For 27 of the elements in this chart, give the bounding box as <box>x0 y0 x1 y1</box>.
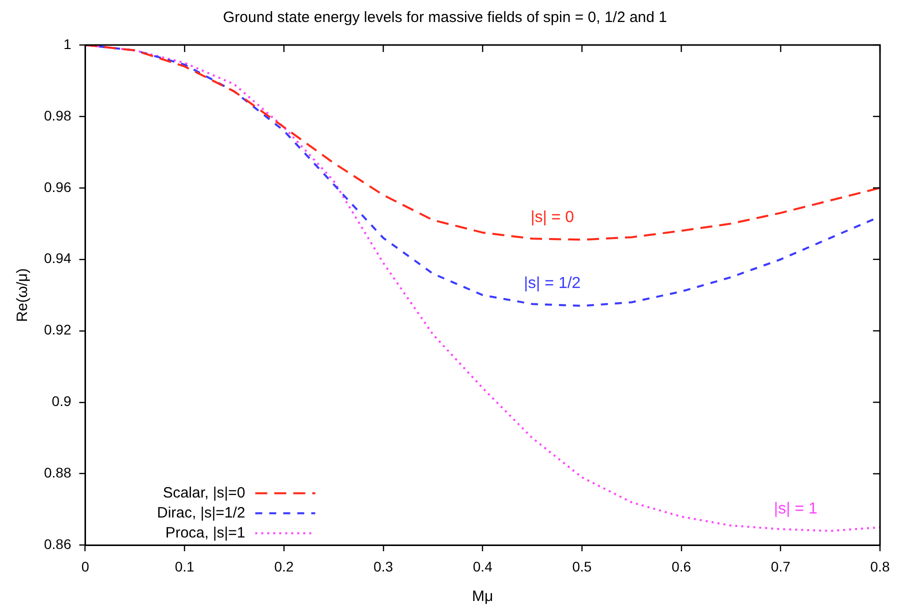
y-axis-title: Re(ω/μ) <box>14 268 32 322</box>
y-tick-label: 0.88 <box>44 464 72 481</box>
y-tick-label: 0.96 <box>44 178 72 195</box>
x-tick-label: 0 <box>81 558 90 574</box>
legend-label: Scalar, |s|=0 <box>162 484 246 502</box>
x-tick-label: 0.5 <box>572 558 592 574</box>
x-tick-label: 0.2 <box>274 558 294 574</box>
line-series <box>85 45 880 241</box>
x-tick-label: 0.1 <box>174 558 195 574</box>
y-tick-label: 0.98 <box>44 107 72 124</box>
x-tick-label: 0.6 <box>672 558 692 574</box>
y-tick-label: 1 <box>63 36 72 52</box>
x-tick-label: 0.7 <box>770 558 791 574</box>
y-tick-label: 0.94 <box>44 250 72 266</box>
legend-label: Dirac, |s|=1/2 <box>157 504 246 522</box>
annotation: |s| = 0 <box>530 209 574 226</box>
chart-title: Ground state energy levels for massive fields of spin = 0, 1/2 and 1 <box>223 9 667 26</box>
y-tick-label: 0.9 <box>52 393 72 410</box>
x-tick-label: 0.4 <box>472 558 493 574</box>
x-axis-title: Mμ <box>472 588 494 606</box>
x-tick-label: 0.3 <box>374 558 394 574</box>
annotation: |s| = 1/2 <box>524 275 581 292</box>
x-tick-label: 0.8 <box>870 558 890 574</box>
y-tick-label: 0.92 <box>44 322 72 338</box>
annotation: |s| = 1 <box>774 500 818 518</box>
y-tick-label: 0.86 <box>44 536 72 552</box>
legend-label: Proca, |s|=1 <box>165 524 246 542</box>
